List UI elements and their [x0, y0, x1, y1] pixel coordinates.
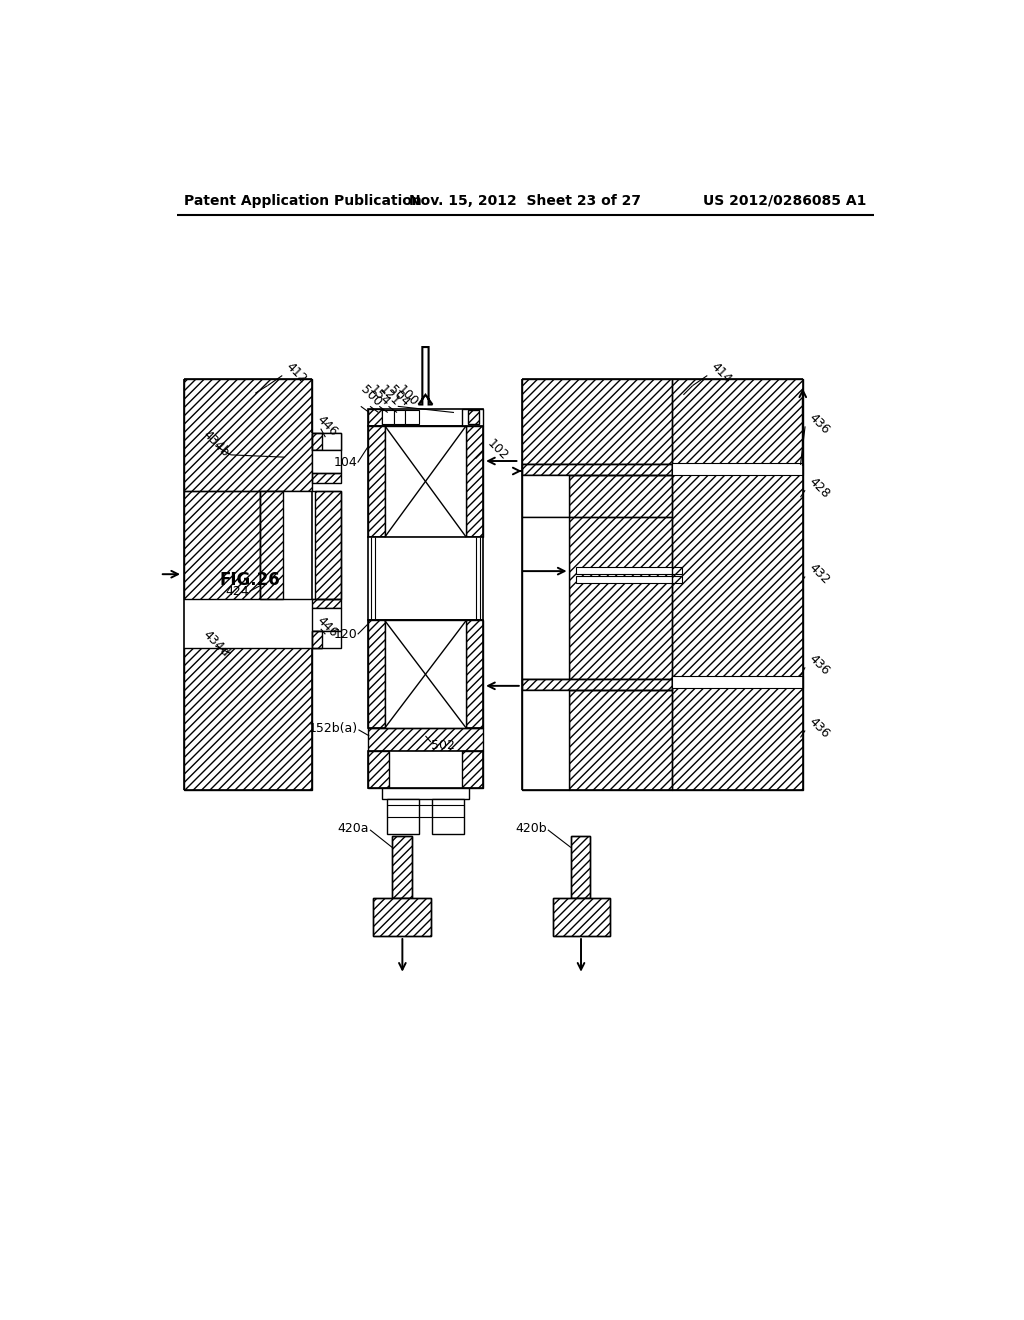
Bar — [373, 898, 431, 936]
Text: 424: 424 — [225, 585, 249, 598]
Bar — [553, 898, 610, 936]
Bar — [368, 751, 389, 788]
Bar — [468, 411, 479, 424]
Bar — [368, 425, 385, 537]
Text: 420b: 420b — [515, 822, 547, 834]
Text: 102: 102 — [484, 437, 511, 462]
Bar — [315, 491, 341, 599]
Bar — [672, 676, 803, 688]
Bar — [368, 409, 382, 425]
Bar — [521, 678, 672, 689]
Text: 434d: 434d — [200, 628, 231, 659]
Bar — [521, 689, 569, 789]
Bar — [368, 620, 385, 729]
Bar — [311, 433, 341, 450]
Text: 446: 446 — [313, 413, 340, 440]
Bar — [521, 678, 672, 689]
Bar — [521, 475, 569, 517]
Bar — [571, 836, 590, 898]
Bar — [373, 898, 431, 936]
Text: 436: 436 — [807, 411, 833, 437]
Text: 502: 502 — [431, 739, 455, 751]
Bar — [311, 474, 341, 483]
Bar — [184, 491, 260, 599]
Bar — [462, 751, 483, 788]
Bar — [385, 620, 466, 729]
Bar — [521, 465, 672, 475]
Bar — [569, 475, 672, 517]
Text: 432: 432 — [807, 561, 833, 587]
Text: Nov. 15, 2012  Sheet 23 of 27: Nov. 15, 2012 Sheet 23 of 27 — [409, 194, 641, 207]
Text: 500: 500 — [357, 383, 384, 409]
Bar — [311, 631, 323, 648]
Bar — [672, 462, 803, 475]
Bar — [569, 517, 672, 678]
Bar — [404, 411, 419, 424]
Text: 436: 436 — [807, 652, 833, 678]
Text: 420a: 420a — [338, 822, 370, 834]
Bar — [311, 450, 341, 474]
Text: 434b: 434b — [200, 428, 231, 459]
Bar — [368, 751, 483, 788]
Bar — [368, 409, 483, 425]
Bar — [466, 620, 483, 729]
Text: 412: 412 — [283, 360, 309, 387]
Bar — [521, 465, 672, 475]
Polygon shape — [419, 347, 432, 404]
Bar — [311, 631, 323, 648]
Bar — [394, 411, 404, 424]
Bar — [521, 517, 569, 678]
Bar — [385, 425, 466, 537]
Text: Patent Application Publication: Patent Application Publication — [184, 194, 422, 207]
Text: FIG.26: FIG.26 — [219, 570, 280, 589]
Bar — [368, 537, 483, 620]
Bar — [392, 836, 412, 898]
Text: 446: 446 — [313, 614, 340, 639]
Bar — [368, 620, 483, 729]
Text: 428: 428 — [807, 475, 833, 502]
Text: 120: 120 — [333, 628, 357, 640]
Bar — [462, 409, 483, 425]
Bar — [466, 425, 483, 537]
Text: 104: 104 — [333, 455, 357, 469]
Bar — [184, 379, 311, 491]
Text: 436: 436 — [807, 715, 833, 741]
Bar — [392, 836, 412, 898]
Bar — [553, 898, 610, 936]
Text: 504: 504 — [385, 383, 412, 409]
Bar — [387, 799, 419, 834]
Bar — [368, 729, 483, 751]
Bar — [184, 648, 311, 789]
Bar — [521, 379, 672, 465]
Bar — [368, 425, 483, 537]
Text: 121: 121 — [376, 383, 402, 408]
Bar — [432, 799, 464, 834]
Bar — [571, 836, 590, 898]
Bar — [311, 433, 323, 450]
Text: 100: 100 — [394, 383, 421, 409]
Text: US 2012/0286085 A1: US 2012/0286085 A1 — [702, 194, 866, 207]
Text: 414: 414 — [708, 360, 734, 387]
Bar — [260, 491, 283, 599]
Text: 154: 154 — [367, 383, 393, 409]
Bar — [672, 379, 803, 789]
Bar — [311, 609, 341, 631]
Bar — [260, 491, 341, 599]
Bar — [382, 788, 469, 799]
Bar — [569, 689, 672, 789]
Bar — [575, 576, 682, 583]
Bar — [575, 566, 682, 574]
Bar — [382, 411, 394, 424]
Bar — [311, 631, 341, 648]
Bar — [311, 433, 341, 450]
Bar — [311, 599, 341, 609]
Text: 152b(a): 152b(a) — [308, 722, 357, 735]
